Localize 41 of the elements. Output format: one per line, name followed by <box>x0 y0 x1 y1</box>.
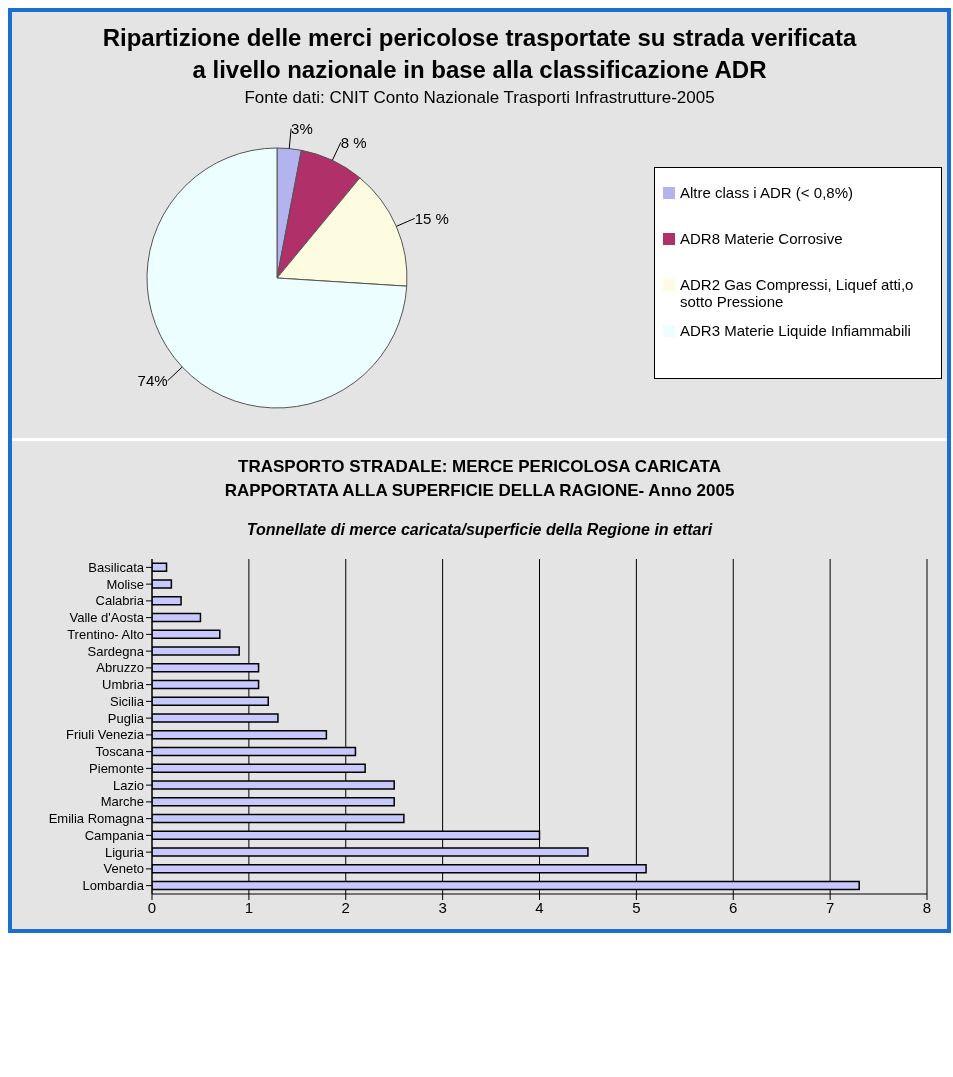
y-tick-label: Marche <box>100 794 144 810</box>
y-tick-label: Piemonte <box>89 760 144 776</box>
x-tick-label: 2 <box>341 898 350 916</box>
chart-subtitle: Tonnellate di merce caricata/superficie della Regione in ettari <box>245 521 714 539</box>
y-tick-label: Umbria <box>102 677 145 693</box>
x-tick-label: 5 <box>632 898 641 916</box>
x-tick-label: 3 <box>438 898 447 916</box>
x-tick-label: 6 <box>729 898 738 916</box>
data-label: 15 % <box>414 209 449 227</box>
x-tick-label: 4 <box>535 898 544 916</box>
y-tick-label: Friuli Venezia <box>65 727 145 743</box>
x-tick-label: 7 <box>825 898 835 916</box>
y-tick-label: Calabria <box>95 593 145 609</box>
y-tick-label: Sardegna <box>87 643 145 659</box>
y-tick-label: Lombardia <box>82 878 145 894</box>
legend-label: Altre class i ADR (< 0,8%) <box>680 184 853 201</box>
y-tick-label: Liguria <box>104 844 145 860</box>
y-tick-label: Puglia <box>107 710 145 726</box>
y-tick-label: Veneto <box>103 861 144 877</box>
legend-label: ADR3 Materie Liquide Infiammabili <box>680 322 911 339</box>
legend-label: ADR8 Materie Corrosive <box>680 230 843 247</box>
y-tick-label: Molise <box>106 576 144 592</box>
chart-title: Ripartizione delle merci pericolose trasportate su strada verificata a livello nazionale in base alla classificazione ADR <box>101 23 858 85</box>
y-tick-label: Valle d'Aosta <box>69 610 145 626</box>
y-tick-label: Basilicata <box>88 559 145 575</box>
chart-subtitle: Fonte dati: CNIT Conto Nazionale Trasporti Infrastrutture-2005 <box>243 88 716 108</box>
y-tick-label: Lazio <box>112 777 144 793</box>
x-tick-label: 1 <box>244 898 254 916</box>
data-label: 74% <box>137 372 168 390</box>
y-tick-label: Trentino- Alto <box>67 626 144 642</box>
x-tick-label: 8 <box>922 898 932 916</box>
data-label: 8 % <box>340 133 367 151</box>
data-label: 3% <box>291 120 313 138</box>
x-tick-label: 0 <box>147 898 157 916</box>
y-tick-label: Campania <box>84 827 145 843</box>
y-tick-label: Toscana <box>95 744 145 760</box>
y-tick-label: Emilia Romagna <box>48 811 145 827</box>
legend-label: ADR2 Gas Compressi, Liquef atti,o sotto Pressione <box>680 276 915 310</box>
chart-title: TRASPORTO STRADALE: MERCE PERICOLOSA CARICATA RAPPORTATA ALLA SUPERFICIE DELLA RAGIONE- Anno 2005 <box>223 456 736 502</box>
y-tick-label: Abruzzo <box>96 660 144 676</box>
y-tick-label: Sicilia <box>110 693 145 709</box>
